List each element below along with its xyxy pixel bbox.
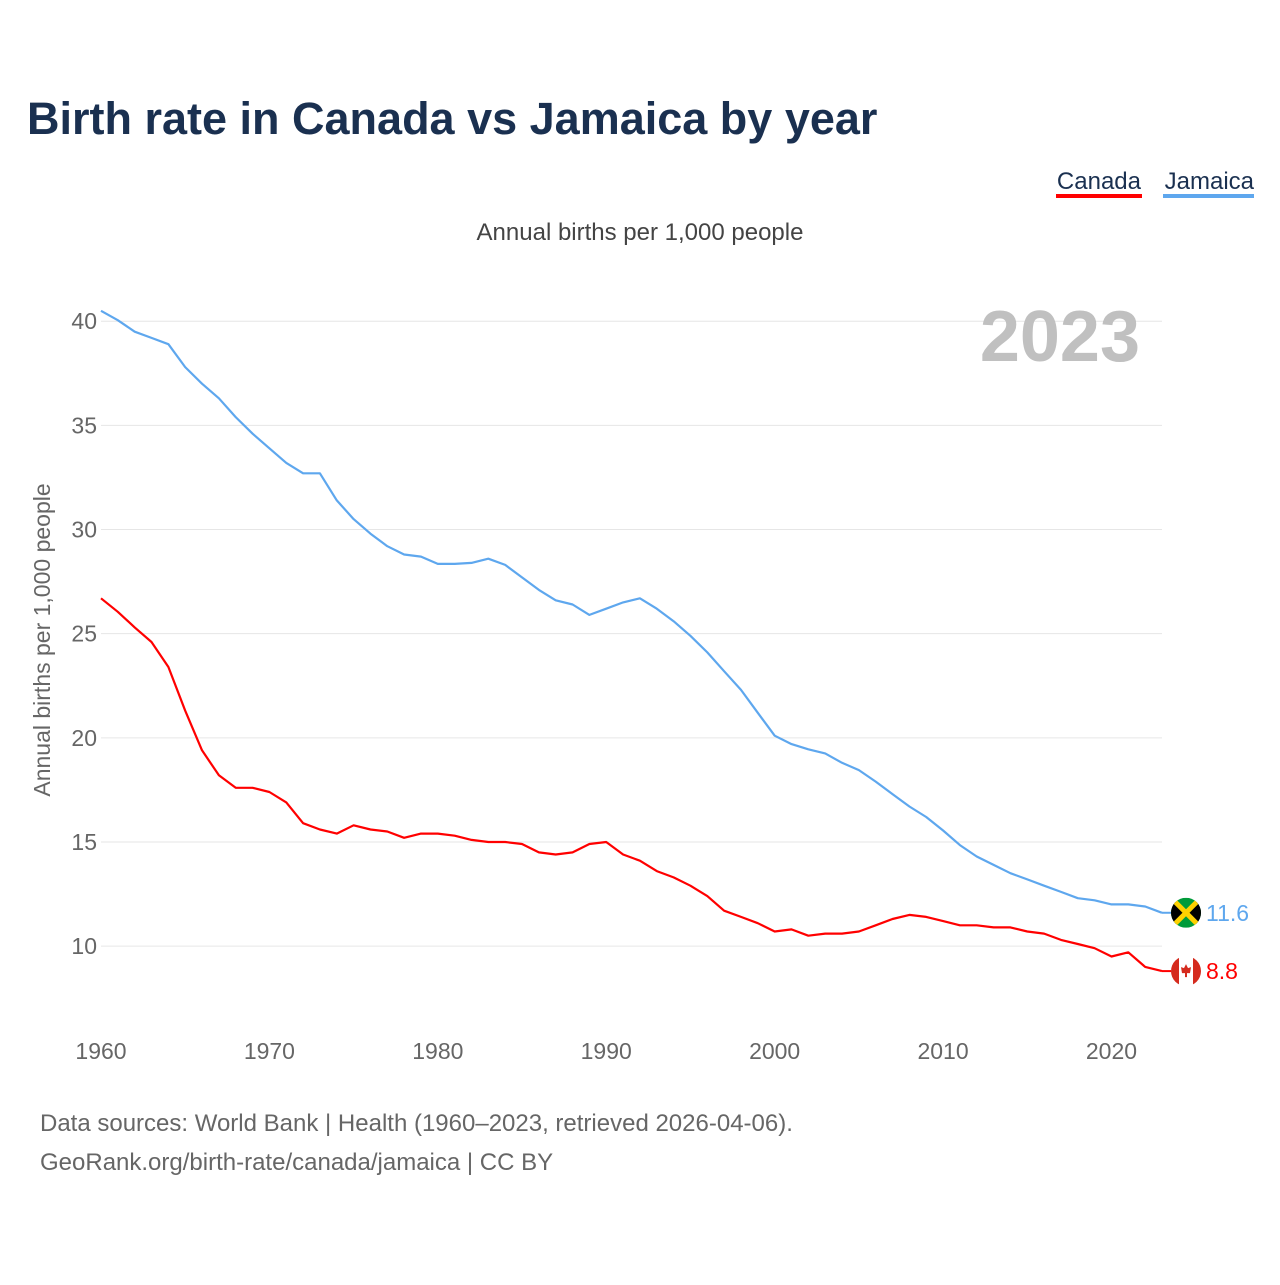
legend-jamaica[interactable]: Jamaica — [1165, 168, 1255, 195]
series-line-canada — [100, 597, 1163, 973]
y-tick-label: 15 — [71, 829, 97, 855]
y-tick-label: 35 — [71, 412, 97, 438]
y-tick-label: 40 — [71, 308, 97, 334]
y-tick-label: 20 — [71, 725, 97, 751]
y-tick-label: 10 — [71, 933, 97, 959]
x-tick-label: 2020 — [1086, 1038, 1137, 1064]
source-line-2[interactable]: GeoRank.org/birth-rate/canada/jamaica | … — [40, 1149, 553, 1176]
year-label: 2023 — [980, 297, 1140, 377]
canada-flag-icon — [1171, 956, 1201, 987]
legend[interactable]: Canada Jamaica — [1056, 168, 1255, 198]
x-tick-label: 2000 — [749, 1038, 800, 1064]
chart-title: Birth rate in Canada vs Jamaica by year — [27, 93, 877, 144]
y-tick-label: 25 — [71, 621, 97, 647]
source-line-1: Data sources: World Bank | Health (1960–… — [40, 1110, 793, 1137]
y-tick-label: 30 — [71, 517, 97, 543]
canada-end-value: 8.8 — [1206, 958, 1238, 984]
legend-canada[interactable]: Canada — [1057, 168, 1142, 195]
jamaica-flag-icon — [1171, 897, 1201, 928]
jamaica-end-value: 11.6 — [1206, 900, 1249, 926]
x-tick-label: 1960 — [75, 1038, 126, 1064]
x-tick-label: 1980 — [412, 1038, 463, 1064]
legend-canada-swatch — [1056, 194, 1142, 198]
x-tick-label: 2010 — [917, 1038, 968, 1064]
chart-subtitle: Annual births per 1,000 people — [477, 219, 804, 246]
legend-jamaica-swatch — [1163, 194, 1254, 198]
x-tick-label: 1990 — [581, 1038, 632, 1064]
y-axis-label: Annual births per 1,000 people — [29, 483, 55, 796]
x-tick-label: 1970 — [244, 1038, 295, 1064]
series-line-jamaica — [100, 309, 1163, 914]
